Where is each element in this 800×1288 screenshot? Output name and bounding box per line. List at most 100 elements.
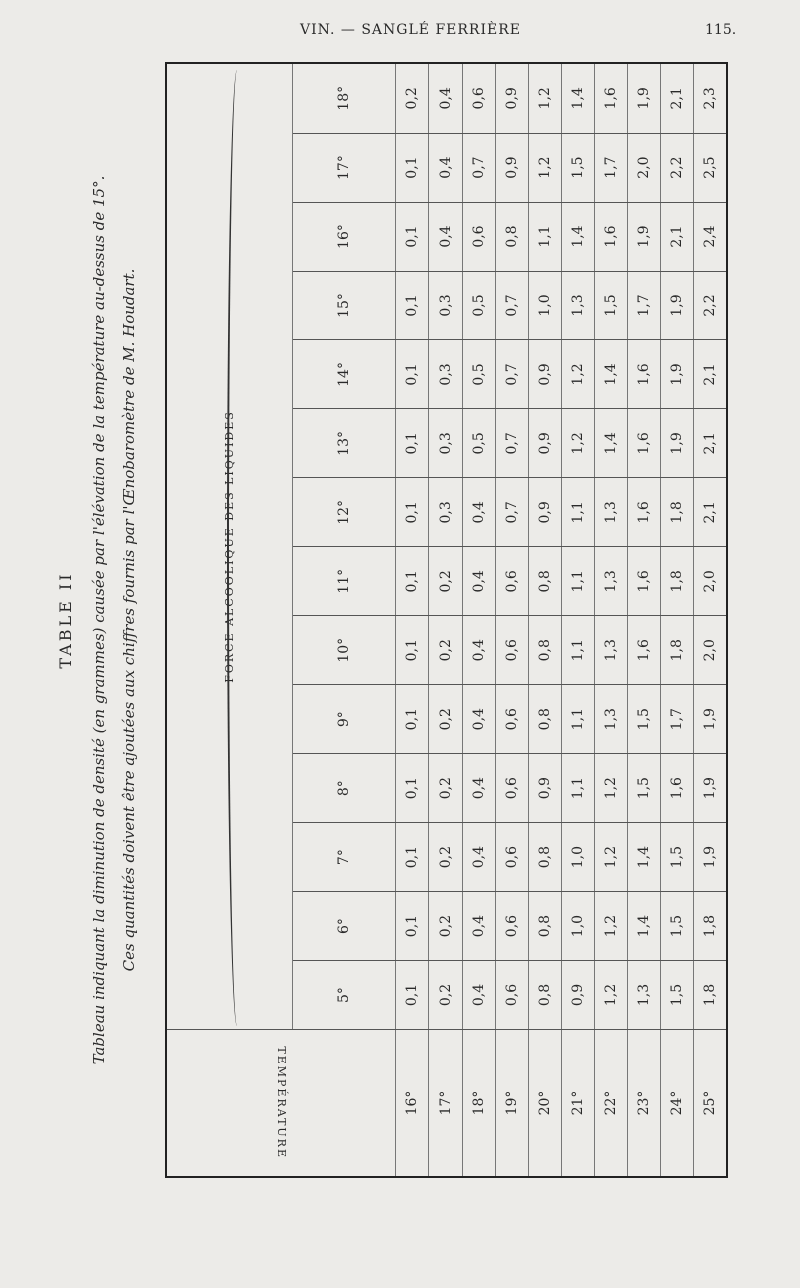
density-value-cell: 2,1 — [660, 202, 694, 272]
density-value-cell: 1,6 — [594, 64, 628, 134]
density-value-cell: 1,8 — [660, 615, 694, 685]
density-value-cell: 2,1 — [660, 64, 694, 134]
density-value-cell: 0,5 — [462, 339, 496, 409]
running-head: VIN. — SANGLÉ FERRIÈRE 115. — [0, 20, 800, 44]
density-value-cell: 1,6 — [627, 546, 661, 616]
density-value-cell: 0,2 — [428, 960, 463, 1030]
density-value-cell: 2,2 — [693, 271, 726, 340]
alcohol-strength-header: 9° — [292, 684, 396, 754]
density-value-cell: 0,4 — [462, 753, 496, 823]
density-value-cell: 0,6 — [495, 684, 529, 754]
density-value-cell: 0,4 — [462, 615, 496, 685]
density-value-cell: 1,6 — [627, 339, 661, 409]
density-value-cell: 0,9 — [528, 339, 562, 409]
density-value-cell: 0,8 — [495, 202, 529, 272]
density-value-cell: 0,4 — [462, 684, 496, 754]
density-value-cell: 1,8 — [693, 891, 726, 961]
density-value-cell: 1,4 — [627, 891, 661, 961]
caption-line-2: Ces quantités doivent être ajoutées aux … — [120, 268, 138, 972]
density-value-cell: 1,9 — [660, 408, 694, 478]
temperature-cell: 18° — [462, 1029, 496, 1176]
density-value-cell: 2,3 — [693, 64, 726, 134]
density-value-cell: 1,5 — [627, 753, 661, 823]
density-value-cell: 0,2 — [428, 615, 463, 685]
table-row: 16° 0,1 0,1 0,1 0,1 0,1 0,1 0,1 0,1 0,1 0,1 0,1 0,1 0… — [395, 64, 429, 1176]
density-value-cell: 0,7 — [495, 339, 529, 409]
density-value-cell: 1,2 — [528, 64, 562, 134]
density-value-cell: 0,1 — [395, 891, 429, 961]
temperature-cell: 23° — [627, 1029, 661, 1176]
density-table: TEMPÉRATURE FORCE ALCOOLIQUE DES LIQUIDE… — [165, 62, 728, 1178]
density-value-cell: 0,4 — [462, 960, 496, 1030]
alcohol-strength-header: 8° — [292, 753, 396, 823]
density-value-cell: 0,1 — [395, 753, 429, 823]
density-value-cell: 0,1 — [395, 546, 429, 616]
density-value-cell: 1,1 — [561, 615, 595, 685]
density-value-cell: 0,6 — [495, 960, 529, 1030]
density-value-cell: 0,4 — [462, 546, 496, 616]
density-value-cell: 1,1 — [561, 753, 595, 823]
density-value-cell: 2,1 — [693, 339, 726, 409]
density-value-cell: 1,4 — [627, 822, 661, 892]
density-value-cell: 0,8 — [528, 546, 562, 616]
alcohol-strength-header: 10° — [292, 615, 396, 685]
density-value-cell: 0,9 — [528, 753, 562, 823]
density-value-cell: 0,1 — [395, 202, 429, 272]
density-value-cell: 1,4 — [594, 408, 628, 478]
alcohol-strength-header: 5° — [292, 960, 396, 1030]
density-value-cell: 0,1 — [395, 615, 429, 685]
table-row: 24° 1,5 1,5 1,5 1,6 1,7 1,8 1,8 1,8 1,9 1,9 1,9 2,1 2… — [660, 64, 694, 1176]
density-value-cell: 1,5 — [561, 133, 595, 203]
table-title: TABLE II — [56, 571, 75, 669]
density-value-cell: 1,7 — [627, 271, 661, 340]
temperature-cell: 24° — [660, 1029, 694, 1176]
density-value-cell: 0,6 — [495, 546, 529, 616]
alcohol-strength-header: 17° — [292, 133, 396, 203]
density-value-cell: 0,4 — [462, 477, 496, 547]
temperature-cell: 21° — [561, 1029, 595, 1176]
alcohol-strength-header: 7° — [292, 822, 396, 892]
alcohol-strength-header: 6° — [292, 891, 396, 961]
density-value-cell: 2,0 — [693, 615, 726, 685]
density-value-cell: 0,5 — [462, 271, 496, 340]
page-number: 115. — [705, 22, 737, 38]
density-value-cell: 0,2 — [428, 822, 463, 892]
alcohol-strength-header: 18° — [292, 64, 396, 134]
alcohol-strength-header: 16° — [292, 202, 396, 272]
density-value-cell: 1,4 — [561, 64, 595, 134]
table-row: 18° 0,4 0,4 0,4 0,4 0,4 0,4 0,4 0,4 0,5 0,5 0,5 0,6 0… — [462, 64, 496, 1176]
density-value-cell: 1,1 — [561, 477, 595, 547]
density-value-cell: 0,4 — [428, 202, 463, 272]
density-value-cell: 1,2 — [594, 753, 628, 823]
density-value-cell: 0,9 — [561, 960, 595, 1030]
density-value-cell: 1,2 — [594, 960, 628, 1030]
density-value-cell: 0,1 — [395, 822, 429, 892]
density-value-cell: 1,2 — [561, 408, 595, 478]
density-value-cell: 1,3 — [594, 684, 628, 754]
temperature-cell: 17° — [428, 1029, 463, 1176]
density-value-cell: 0,1 — [395, 477, 429, 547]
density-value-cell: 0,4 — [428, 133, 463, 203]
density-value-cell: 2,1 — [693, 408, 726, 478]
density-value-cell: 1,6 — [594, 202, 628, 272]
density-value-cell: 1,9 — [627, 202, 661, 272]
density-value-cell: 2,5 — [693, 133, 726, 203]
density-value-cell: 1,1 — [561, 684, 595, 754]
table-row: 19° 0,6 0,6 0,6 0,6 0,6 0,6 0,6 0,7 0,7 0,7 0,7 0,8 0… — [495, 64, 529, 1176]
temperature-label: TEMPÉRATURE — [274, 1046, 288, 1160]
density-value-cell: 1,7 — [594, 133, 628, 203]
rotated-table-block: TABLE II Tableau indiquant la diminution… — [50, 62, 728, 1178]
density-value-cell: 0,2 — [428, 546, 463, 616]
density-value-cell: 1,9 — [693, 753, 726, 823]
density-value-cell: 1,5 — [660, 960, 694, 1030]
density-value-cell: 1,9 — [627, 64, 661, 134]
density-value-cell: 0,9 — [495, 64, 529, 134]
density-value-cell: 2,4 — [693, 202, 726, 272]
density-value-cell: 1,7 — [660, 684, 694, 754]
table-row: 23° 1,3 1,4 1,4 1,5 1,5 1,6 1,6 1,6 1,6 1,6 1,7 1,9 2… — [627, 64, 661, 1176]
density-value-cell: 1,5 — [660, 891, 694, 961]
density-value-cell: 2,0 — [693, 546, 726, 616]
density-value-cell: 0,9 — [495, 133, 529, 203]
density-value-cell: 1,3 — [594, 615, 628, 685]
density-value-cell: 0,6 — [495, 891, 529, 961]
